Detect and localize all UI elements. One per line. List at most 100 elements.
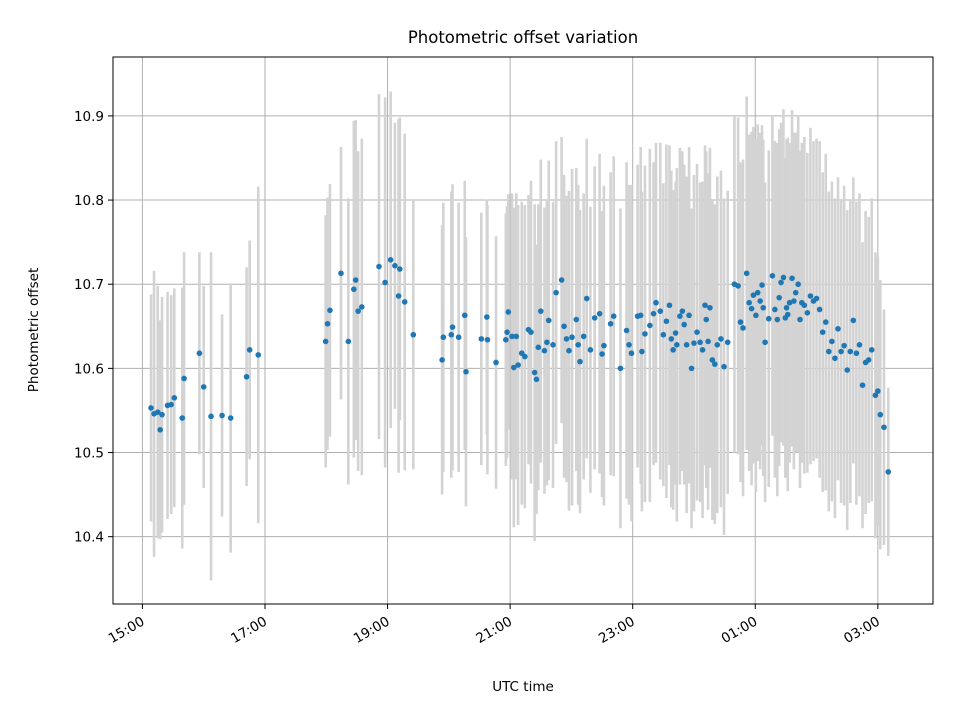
data-point: [819, 329, 826, 335]
data-point: [179, 415, 186, 421]
data-point: [748, 305, 755, 312]
data-point: [835, 326, 841, 332]
data-point: [841, 342, 847, 349]
data-point: [493, 359, 499, 366]
data-point: [484, 314, 490, 320]
data-point: [637, 312, 644, 319]
data-point: [448, 331, 455, 338]
y-tick-label: 10.6: [74, 361, 104, 377]
data-point: [797, 316, 803, 323]
data-point: [449, 324, 456, 330]
data-point: [569, 334, 575, 341]
data-point: [816, 306, 823, 313]
data-point: [847, 348, 854, 355]
data-point: [553, 289, 559, 296]
y-tick-label: 10.8: [74, 193, 104, 209]
data-point: [702, 302, 708, 309]
data-point: [537, 308, 544, 314]
x-tick-label: 21:00: [473, 614, 515, 647]
data-point: [714, 342, 721, 348]
data-point: [872, 392, 879, 399]
data-point: [545, 317, 552, 324]
data-point: [575, 342, 581, 348]
data-point: [352, 277, 359, 283]
data-point: [703, 316, 710, 323]
data-point: [650, 310, 657, 317]
data-point: [795, 281, 801, 288]
data-point: [401, 299, 408, 305]
data-point: [705, 338, 711, 345]
data-point: [642, 331, 648, 337]
data-point: [599, 351, 605, 357]
data-point: [550, 342, 556, 348]
data-point: [792, 289, 799, 296]
data-point: [709, 357, 716, 363]
data-point: [844, 367, 851, 373]
y-tick-label: 10.4: [74, 530, 104, 546]
data-point: [583, 295, 590, 302]
data-point: [513, 333, 520, 340]
data-point: [359, 304, 365, 310]
data-point: [566, 347, 572, 354]
data-point: [577, 358, 583, 365]
data-point: [243, 373, 250, 380]
data-point: [822, 319, 829, 325]
data-point: [623, 327, 630, 334]
data-point: [181, 375, 187, 382]
data-point: [801, 302, 808, 309]
x-tick-label: 23:00: [596, 614, 638, 647]
data-point: [753, 312, 759, 319]
data-point: [387, 257, 394, 263]
data-point: [826, 348, 832, 355]
data-point: [746, 299, 752, 306]
data-point: [683, 342, 690, 348]
data-point: [338, 270, 344, 277]
data-point: [712, 361, 718, 367]
data-point: [563, 336, 570, 342]
data-point: [757, 298, 763, 304]
data-point: [382, 279, 388, 286]
data-point: [885, 469, 892, 475]
x-tick-label: 17:00: [228, 614, 270, 647]
data-point: [740, 325, 746, 331]
data-point: [504, 329, 510, 335]
data-point: [853, 350, 860, 357]
data-point: [168, 401, 175, 408]
data-point: [639, 348, 645, 355]
data-point: [628, 350, 635, 357]
data-point: [351, 286, 357, 293]
data-point: [769, 273, 776, 279]
data-point: [255, 352, 262, 358]
y-tick-label: 10.5: [74, 446, 104, 462]
data-point: [707, 304, 713, 311]
data-point: [647, 322, 653, 329]
data-point: [535, 344, 542, 351]
data-point: [509, 333, 515, 340]
data-point: [856, 342, 863, 348]
data-point: [674, 342, 680, 348]
data-point: [774, 316, 781, 323]
data-point: [865, 357, 872, 363]
data-point: [587, 347, 594, 353]
data-point: [697, 339, 703, 346]
data-point: [691, 340, 697, 346]
data-point: [392, 262, 398, 269]
data-point: [670, 347, 676, 353]
data-point: [699, 347, 706, 353]
data-point: [765, 315, 772, 322]
data-point: [503, 336, 509, 343]
y-tick-label: 10.7: [74, 277, 104, 293]
data-point: [376, 263, 382, 270]
data-point: [533, 376, 540, 383]
data-point: [610, 313, 617, 319]
data-point: [786, 299, 793, 306]
data-point: [410, 331, 417, 338]
data-point: [461, 312, 468, 319]
data-point: [607, 320, 614, 327]
data-point: [154, 409, 161, 415]
data-point: [759, 282, 765, 288]
data-point: [850, 317, 857, 324]
data-point: [544, 339, 550, 346]
data-point: [345, 338, 352, 345]
data-point: [772, 306, 778, 313]
